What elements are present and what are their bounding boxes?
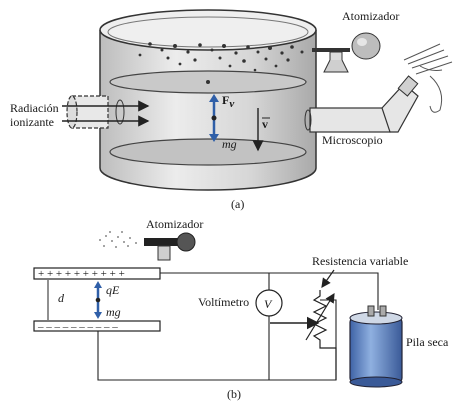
top-plate-charges: + + + + + + + + + +: [38, 268, 125, 280]
bottom-plate-charges: – – – – – – – – – –: [37, 321, 118, 333]
droplet-force-arrows: [209, 94, 264, 152]
atomizer-b-label: Atomizador: [146, 217, 203, 231]
variable-resistor-icon: [305, 269, 337, 380]
distance-label: d: [58, 291, 65, 305]
radiation-port: [62, 95, 150, 129]
radiation-label-line2: ionizante: [10, 115, 54, 129]
battery-label: Pila seca: [406, 335, 449, 349]
voltmeter-symbol: V: [264, 297, 273, 311]
microscope: [304, 75, 419, 133]
atomizer-a-label: Atomizador: [342, 9, 399, 23]
atomizer-b-icon: [99, 231, 196, 261]
battery-icon: [349, 305, 403, 388]
velocity-label: v: [262, 117, 268, 131]
voltmeter-icon: [255, 289, 283, 317]
chamber-top-rim: [99, 9, 317, 51]
voltmeter-label: Voltímetro: [198, 295, 249, 309]
radiation-label-line1: Radiación: [10, 101, 59, 115]
buoyant-force-label: Fv: [222, 93, 234, 110]
electric-force-label: qE: [106, 283, 120, 297]
weight-label-b: mg: [106, 305, 121, 319]
chamber-body: [99, 30, 317, 191]
droplet-forces-b: [94, 281, 102, 319]
bottom-plate: [33, 320, 161, 332]
variable-resistance-label: Resistencia variable: [312, 254, 408, 268]
observer-eye-icon: [403, 43, 453, 113]
caption-a: (a): [231, 197, 244, 211]
weight-label-a: mg: [222, 137, 237, 151]
panel-b: Atomizador + + + + + + + + + + – – – – –…: [33, 217, 449, 401]
microscope-label: Microscopio: [322, 133, 383, 147]
panel-a: Atomizador Radiación ionizante Microscop…: [10, 9, 453, 211]
caption-b: (b): [227, 387, 241, 401]
lower-plate: [109, 138, 307, 166]
oil-droplets: [138, 42, 304, 74]
atomizer-a-icon: [312, 32, 381, 73]
